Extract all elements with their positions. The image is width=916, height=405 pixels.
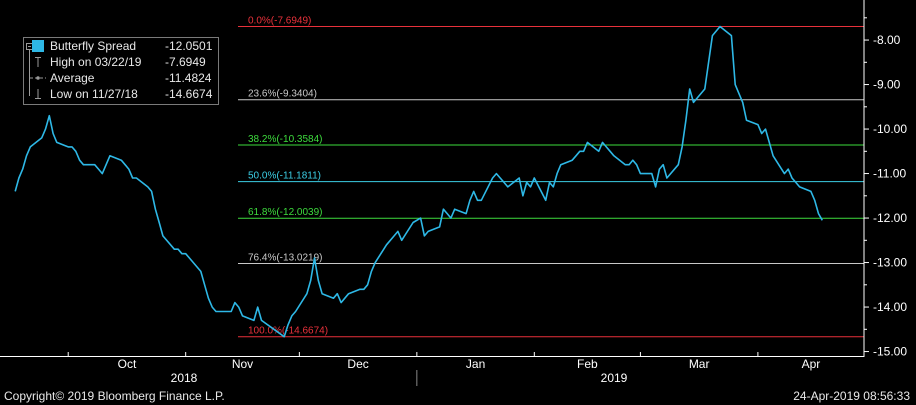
fib-label: 61.8%(-12.0039) xyxy=(248,207,323,218)
x-month-label: Nov xyxy=(232,357,253,371)
timestamp-text: 24-Apr-2019 08:56:33 xyxy=(793,389,910,403)
fib-label: 0.0%(-7.6949) xyxy=(248,15,311,26)
legend-item-name: Average xyxy=(50,71,95,85)
legend-item-low: Low on 11/27/18 -14.6674 xyxy=(24,86,218,102)
y-tick-label: -11.00 xyxy=(873,167,906,181)
y-tick-label: -12.00 xyxy=(873,211,907,225)
fib-label: 50.0%(-11.1811) xyxy=(248,171,321,182)
chart-canvas: 0.0%(-7.6949) 23.6%(-9.3404) 38.2%(-10.358… xyxy=(0,0,907,386)
series-line-butterfly-spread xyxy=(14,25,823,338)
y-tick-label: -15.00 xyxy=(873,345,907,359)
legend-item-name: High on 03/22/19 xyxy=(50,55,142,69)
legend-swatch-icon xyxy=(32,40,44,52)
legend-item-value: -7.6949 xyxy=(165,55,206,69)
high-marker-icon xyxy=(35,57,41,67)
legend-item-value: -14.6674 xyxy=(165,87,213,101)
fib-label: 23.6%(-9.3404) xyxy=(248,89,317,100)
fib-label: 76.4%(-13.0219) xyxy=(248,253,323,264)
y-axis: -8.00 -9.00 -10.00 -11.00 -12.00 -13.00 -14.00… xyxy=(863,0,907,359)
x-axis: Oct Nov Dec Jan Feb Mar Apr 2018 2019 xyxy=(0,352,864,386)
legend-item-average: Average -11.4824 xyxy=(24,70,218,86)
x-month-label: Oct xyxy=(118,357,137,371)
fibonacci-levels: 0.0%(-7.6949) 23.6%(-9.3404) 38.2%(-10.358… xyxy=(238,15,864,338)
legend-item-butterfly-spread: Butterfly Spread -12.0501 xyxy=(24,38,218,54)
x-month-label: Feb xyxy=(577,357,598,371)
y-tick-label: -14.00 xyxy=(873,300,907,314)
copyright-text: Copyright© 2019 Bloomberg Finance L.P. xyxy=(4,389,225,403)
legend-item-value: -11.4824 xyxy=(165,71,212,85)
x-month-label: Dec xyxy=(347,357,368,371)
legend-item-value: -12.0501 xyxy=(165,39,213,53)
footer: Copyright© 2019 Bloomberg Finance L.P. 2… xyxy=(0,388,916,405)
x-month-label: Mar xyxy=(689,357,710,371)
low-marker-icon xyxy=(35,89,41,99)
x-year-label: 2019 xyxy=(601,371,628,385)
legend: Butterfly Spread -12.0501 High on 03/22/… xyxy=(23,37,219,105)
y-tick-label: -10.00 xyxy=(873,122,907,136)
fib-label: 100.0%(-14.6674) xyxy=(248,326,328,337)
average-marker-icon xyxy=(30,76,46,80)
x-year-label: 2018 xyxy=(171,371,198,385)
legend-item-name: Butterfly Spread xyxy=(50,39,137,53)
x-month-label: Apr xyxy=(802,357,821,371)
y-tick-label: -9.00 xyxy=(873,78,901,92)
y-tick-label: -13.00 xyxy=(873,256,907,270)
fib-label: 38.2%(-10.3584) xyxy=(248,134,323,145)
series-layer xyxy=(14,25,823,338)
y-tick-label: -8.00 xyxy=(873,33,901,47)
legend-item-name: Low on 11/27/18 xyxy=(50,87,138,101)
x-month-label: Jan xyxy=(466,357,485,371)
legend-item-high: High on 03/22/19 -7.6949 xyxy=(24,54,218,70)
